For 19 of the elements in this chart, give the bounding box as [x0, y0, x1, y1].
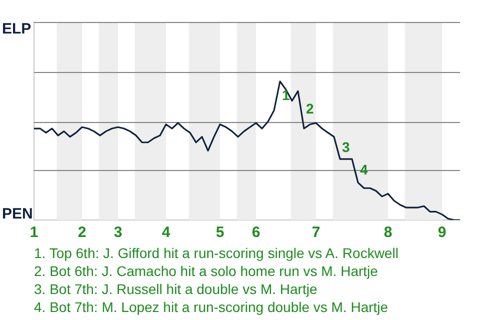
x-tick-label: 2	[78, 224, 86, 242]
text: 2. Bot 6th: J. Camacho hit a solo home run vs M. Hartje	[34, 262, 379, 280]
text: 4. Bot 7th: M. Lopez hit a run-scoring double vs M. Hartje	[34, 298, 390, 316]
text: 1. Top 6th: J. Gifford hit a run-scoring single vs A. Rockwell	[34, 244, 398, 262]
x-tick-label: 7	[312, 224, 320, 242]
x-tick-label: 4	[162, 224, 171, 242]
annotation: 3	[342, 138, 350, 155]
text: 3. Bot 7th: J. Russell hit a double vs M. Hartje	[34, 280, 318, 298]
x-tick-label: 3	[114, 224, 122, 242]
x-tick-label: 8	[384, 224, 392, 242]
x-tick-label: 6	[252, 224, 260, 242]
x-tick-label: 9	[438, 224, 446, 242]
annotation: 2	[306, 100, 314, 117]
x-tick-label: 1	[30, 224, 38, 242]
text: ELP	[2, 20, 32, 38]
text: PEN	[2, 206, 33, 223]
x-tick-label: 5	[216, 224, 224, 242]
annotation: 1	[282, 86, 290, 103]
annotation: 4	[360, 162, 368, 178]
